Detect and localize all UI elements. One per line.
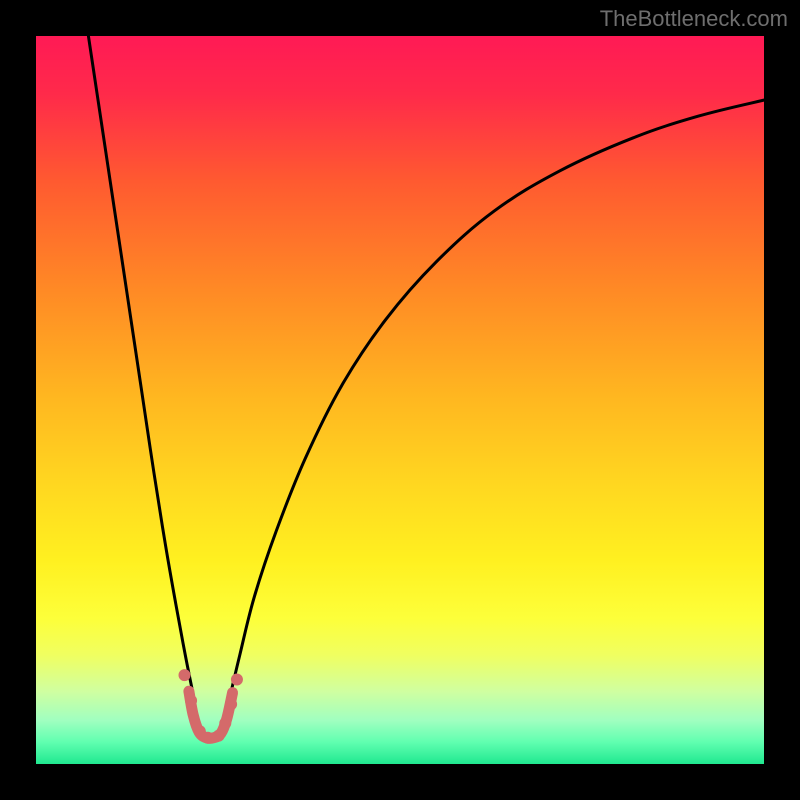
marker-dot: [219, 717, 231, 729]
chart-area: [36, 36, 764, 764]
marker-dot: [213, 730, 225, 742]
curve-overlay: [36, 36, 764, 764]
marker-dot: [179, 669, 191, 681]
marker-dot: [185, 695, 197, 707]
watermark-text: TheBottleneck.com: [600, 6, 788, 32]
marker-dot: [225, 698, 237, 710]
curve-right-branch: [230, 100, 764, 695]
marker-dot: [231, 674, 243, 686]
marker-dot: [202, 732, 214, 744]
curve-left-branch: [88, 36, 193, 695]
